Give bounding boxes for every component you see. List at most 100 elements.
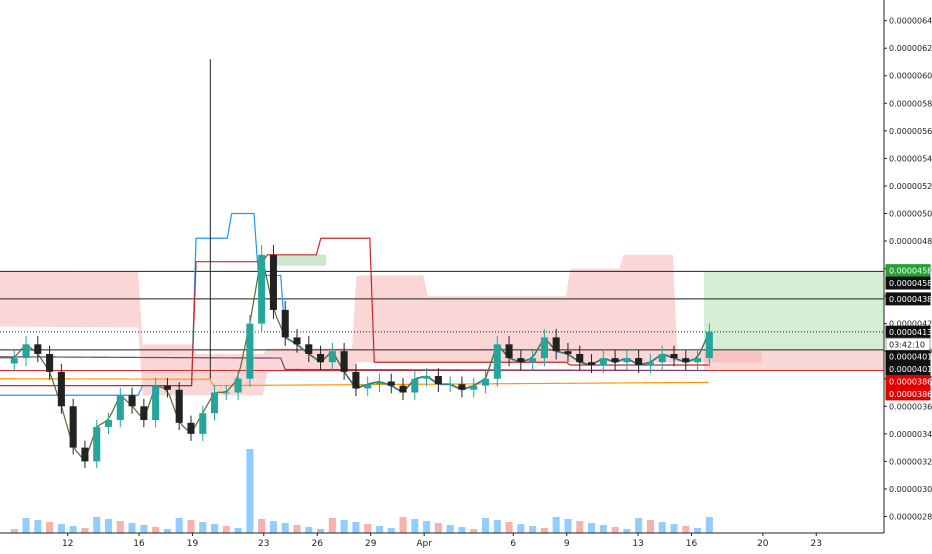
candle-body bbox=[46, 353, 54, 372]
candle-body bbox=[128, 395, 136, 407]
volume-bar bbox=[540, 528, 548, 533]
price-badge bbox=[885, 387, 931, 401]
candle-body bbox=[293, 337, 301, 345]
volume-bar bbox=[364, 524, 372, 533]
volume-bar bbox=[281, 523, 289, 533]
ma-slow-line bbox=[0, 356, 709, 372]
volume-bar bbox=[552, 517, 560, 533]
candle-body bbox=[22, 344, 30, 359]
price-badge bbox=[885, 292, 931, 306]
volume-bar bbox=[446, 525, 454, 533]
volume-bar bbox=[293, 525, 301, 533]
candle-body bbox=[611, 358, 619, 363]
candle-body bbox=[529, 358, 537, 363]
x-tick-label: 29 bbox=[365, 539, 377, 549]
volume-bar bbox=[682, 526, 690, 533]
candle-body bbox=[705, 331, 713, 359]
price-badge-label: 0.00004382 bbox=[889, 295, 932, 304]
candle-body bbox=[364, 384, 372, 389]
price-badge-label: 0.00003861 bbox=[889, 390, 932, 399]
volume-bar bbox=[46, 522, 54, 533]
x-tick-label: 6 bbox=[510, 539, 516, 549]
x-tick-label: Apr bbox=[416, 539, 432, 549]
candle-body bbox=[104, 420, 113, 427]
volume-bar bbox=[387, 528, 395, 533]
volume-bar bbox=[635, 518, 643, 533]
volume-bar bbox=[611, 527, 619, 533]
candle-body bbox=[540, 337, 548, 359]
ichimoku-cloud-bullish bbox=[272, 254, 327, 266]
candle-body bbox=[317, 353, 325, 363]
price-badge-label: 0.00004138 bbox=[889, 328, 932, 337]
candle-body bbox=[340, 351, 348, 372]
volume-bar bbox=[458, 527, 466, 533]
candle-body bbox=[81, 447, 89, 462]
candle-body bbox=[564, 351, 572, 354]
candle-body bbox=[187, 422, 195, 434]
volume-bar bbox=[10, 529, 18, 533]
volume-bar bbox=[187, 520, 195, 533]
candle-body bbox=[246, 323, 254, 379]
candle-body bbox=[552, 337, 560, 352]
candle-body bbox=[646, 362, 654, 365]
candle-body bbox=[234, 378, 242, 393]
candle-body bbox=[481, 378, 490, 386]
volume-bar bbox=[434, 523, 442, 533]
volume-bar bbox=[234, 528, 242, 533]
candle-body bbox=[140, 406, 148, 421]
volume-bar bbox=[222, 526, 230, 533]
volume-bar bbox=[199, 522, 207, 533]
candle-body bbox=[352, 371, 360, 389]
x-tick-label: 20 bbox=[757, 539, 769, 549]
volume-bar bbox=[211, 524, 219, 533]
volume-bar bbox=[493, 520, 501, 533]
price-badge-label: 0.00003861 bbox=[889, 378, 932, 387]
volume-bar bbox=[411, 519, 419, 533]
volume-bar bbox=[423, 521, 431, 533]
volume-bar bbox=[175, 518, 183, 533]
volume-bar bbox=[646, 520, 654, 533]
candle-body bbox=[152, 385, 160, 421]
volume-bar bbox=[93, 517, 101, 533]
ichimoku-cloud bbox=[0, 254, 762, 396]
volume-bar bbox=[34, 520, 42, 533]
volume-bar bbox=[670, 524, 678, 533]
volume-bar bbox=[587, 523, 596, 533]
candle-body bbox=[211, 392, 219, 414]
volume-bar bbox=[246, 449, 254, 533]
candle-body bbox=[623, 358, 631, 363]
x-tick-label: 23 bbox=[258, 539, 269, 549]
volume-bar bbox=[258, 519, 266, 533]
x-tick-label: 9 bbox=[564, 539, 570, 549]
volume-bar bbox=[352, 522, 360, 533]
volume-bar bbox=[470, 529, 478, 533]
candle-body bbox=[458, 384, 466, 390]
volume-bar bbox=[317, 529, 325, 533]
candle-body bbox=[423, 375, 431, 379]
candle-body bbox=[682, 358, 690, 363]
candle-body bbox=[305, 344, 313, 354]
candle-body bbox=[222, 392, 230, 394]
candle-body bbox=[658, 353, 666, 363]
volume-bar bbox=[529, 526, 537, 533]
volume-bar bbox=[22, 518, 30, 533]
candle-body bbox=[175, 389, 183, 423]
x-tick-label: 16 bbox=[686, 539, 698, 549]
candle-body bbox=[57, 371, 65, 407]
candle-body bbox=[470, 385, 478, 390]
x-tick-label: 13 bbox=[632, 539, 643, 549]
volume-bar bbox=[128, 523, 136, 533]
candle-body bbox=[576, 353, 584, 363]
volume-bar bbox=[694, 528, 702, 533]
candle-body bbox=[258, 254, 266, 324]
volume-bar bbox=[57, 524, 65, 533]
